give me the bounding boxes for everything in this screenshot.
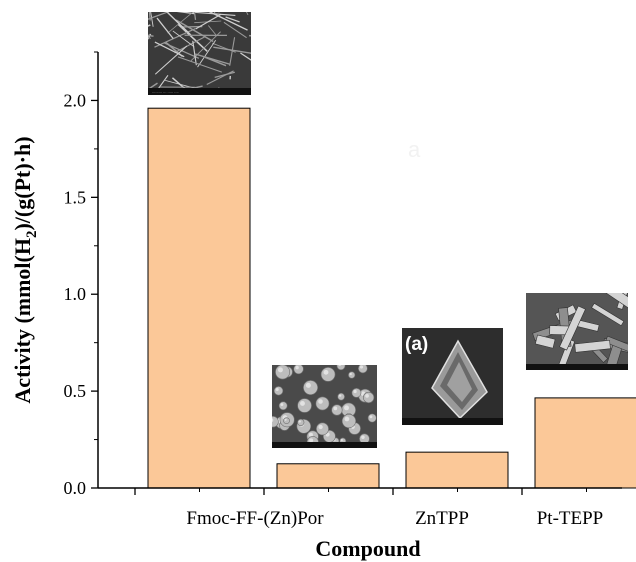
x-axis-title: Compound (315, 536, 420, 561)
y-axis-title: Activity (mmol(H2)/(g(Pt)·h) (10, 136, 40, 403)
sem-inset-crystal: (a) (402, 328, 503, 425)
bars-group (147, 107, 636, 489)
category-label-0: Fmoc-FF-(Zn)Por (186, 508, 324, 529)
category-label-3: Pt-TEPP (537, 508, 604, 529)
y-axis-title-main: Activity (mmol(H (10, 238, 35, 404)
bar-1 (276, 463, 380, 489)
y-tick-label: 0.5 (64, 381, 87, 401)
y-axis-title-subscript: 2 (24, 231, 40, 239)
bar-3 (534, 397, 636, 489)
y-tick-label: 1.0 (64, 284, 87, 304)
sem-inset-fibers: ......... ... ..... .... (148, 12, 251, 95)
bar-2 (405, 451, 509, 489)
y-tick-label: 0.0 (64, 478, 87, 498)
watermark-text: a (408, 137, 421, 162)
sem-inset-spheres (272, 365, 377, 448)
sem-inset-rods (526, 293, 628, 370)
inset-tag-a: (a) (405, 334, 428, 355)
y-tick-label: 1.5 (64, 187, 87, 207)
x-ticks (134, 488, 587, 495)
category-label-2: ZnTPP (415, 508, 469, 529)
svg-text:......... ... ..... ....: ......... ... ..... .... (152, 89, 179, 94)
y-axis-title-tail: )/(g(Pt)·h) (10, 136, 35, 230)
y-ticks: 0.0 0.5 1.0 1.5 2.0 (64, 51, 98, 498)
bar-0 (147, 107, 251, 489)
category-labels: Fmoc-FF-(Zn)Por ZnTPP Pt-TEPP (186, 508, 603, 529)
y-tick-label: 2.0 (64, 90, 87, 110)
